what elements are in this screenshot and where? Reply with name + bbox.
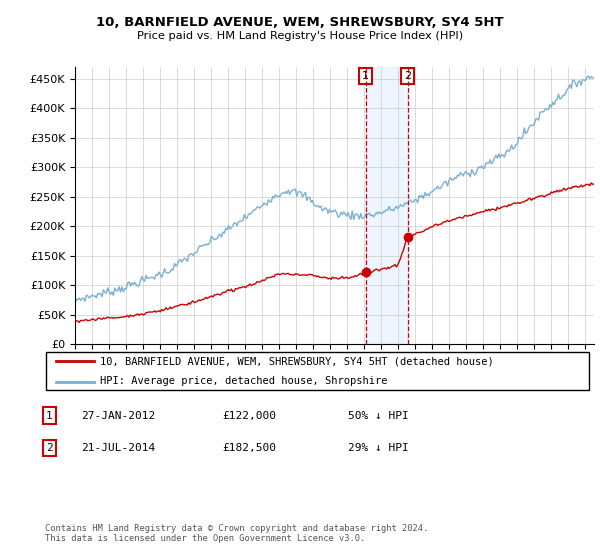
- Text: 1: 1: [362, 71, 369, 81]
- Text: 50% ↓ HPI: 50% ↓ HPI: [348, 410, 409, 421]
- Text: £122,000: £122,000: [222, 410, 276, 421]
- Text: 1: 1: [46, 410, 53, 421]
- Bar: [365, 67, 407, 344]
- Text: 2: 2: [46, 443, 53, 453]
- Text: HPI: Average price, detached house, Shropshire: HPI: Average price, detached house, Shro…: [100, 376, 387, 386]
- Text: 10, BARNFIELD AVENUE, WEM, SHREWSBURY, SY4 5HT: 10, BARNFIELD AVENUE, WEM, SHREWSBURY, S…: [96, 16, 504, 29]
- FancyBboxPatch shape: [46, 352, 589, 390]
- Text: Contains HM Land Registry data © Crown copyright and database right 2024.
This d: Contains HM Land Registry data © Crown c…: [45, 524, 428, 543]
- Text: 27-JAN-2012: 27-JAN-2012: [81, 410, 155, 421]
- Text: £182,500: £182,500: [222, 443, 276, 453]
- Text: 21-JUL-2014: 21-JUL-2014: [81, 443, 155, 453]
- Text: Price paid vs. HM Land Registry's House Price Index (HPI): Price paid vs. HM Land Registry's House …: [137, 31, 463, 41]
- Text: 29% ↓ HPI: 29% ↓ HPI: [348, 443, 409, 453]
- Text: 10, BARNFIELD AVENUE, WEM, SHREWSBURY, SY4 5HT (detached house): 10, BARNFIELD AVENUE, WEM, SHREWSBURY, S…: [100, 356, 493, 366]
- Text: 2: 2: [404, 71, 411, 81]
